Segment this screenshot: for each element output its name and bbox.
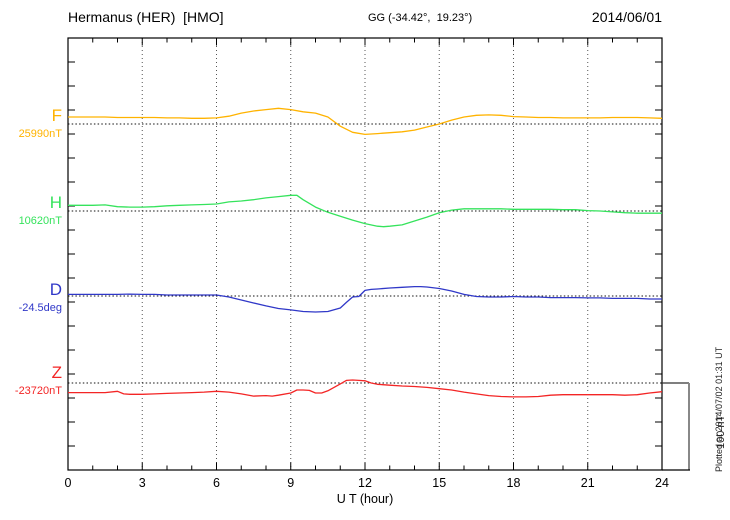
channel-letter-h: H	[49, 193, 62, 212]
x-tick-label: 15	[432, 476, 447, 490]
channel-label-z: Z -23720nT	[0, 364, 62, 398]
channel-label-f: F 25990nT	[0, 107, 62, 141]
x-tick-label: 0	[64, 476, 72, 490]
plot-date: 2014/06/01	[591, 9, 662, 25]
station-title: Hermanus (HER) [HMO]	[68, 9, 224, 25]
scale-bar-labels: 100 nT 0.5 deg	[694, 412, 730, 449]
channel-baseline-z: -23720nT	[14, 385, 62, 397]
x-tick-label: 3	[138, 476, 146, 490]
x-tick-label: 21	[580, 476, 595, 490]
channel-letter-z: Z	[51, 363, 62, 382]
x-tick-label: 12	[358, 476, 372, 490]
geographic-coords: GG (-34.42°, 19.23°)	[368, 12, 473, 24]
x-tick-label: 18	[506, 476, 521, 490]
channel-letter-f: F	[51, 106, 62, 125]
channel-baseline-f: 25990nT	[18, 128, 62, 140]
channel-label-d: D -24.5deg	[0, 281, 62, 315]
z-trace	[68, 379, 663, 398]
h-trace	[68, 194, 662, 228]
x-tick-label: 6	[213, 476, 220, 490]
x-axis-title: U T (hour)	[336, 492, 394, 506]
x-tick-label: 24	[655, 476, 669, 490]
channel-label-h: H 10620nT	[0, 194, 62, 228]
channel-letter-d: D	[49, 280, 62, 299]
channel-baseline-h: 10620nT	[18, 215, 62, 227]
channel-baseline-d: -24.5deg	[18, 302, 62, 314]
plotted-at-note: Plotted at 2014/07/02 01:31 UT	[714, 346, 724, 472]
f-trace	[68, 107, 663, 136]
d-trace	[68, 285, 662, 313]
x-tick-label: 9	[287, 476, 295, 490]
